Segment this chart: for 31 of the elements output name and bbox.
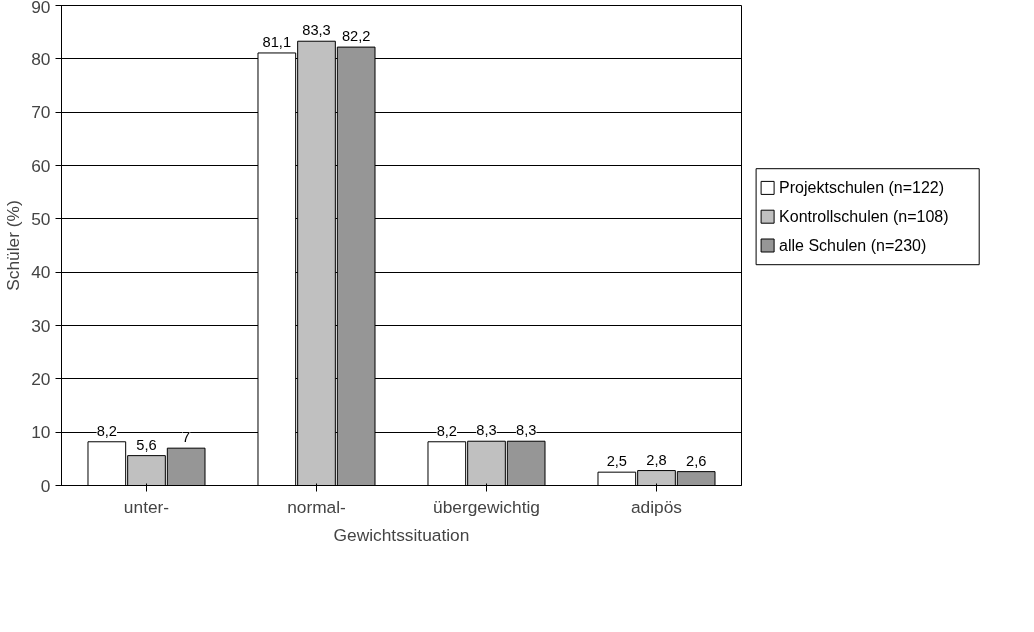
y-tick-label: 0 (40, 475, 51, 496)
data-label: 83,3 (302, 22, 331, 39)
data-label: 8,3 (515, 422, 537, 439)
y-tick-label: 30 (31, 315, 51, 336)
y-tick-label: 50 (31, 208, 51, 229)
data-label: 8,2 (96, 422, 118, 439)
data-label: 8,2 (436, 422, 458, 439)
y-tick-label: 90 (31, 0, 51, 17)
data-label: 2,6 (685, 452, 707, 469)
x-tick-label: unter- (123, 496, 170, 517)
x-tick-label: adipös (630, 496, 683, 517)
y-tick-label: 40 (31, 262, 51, 283)
y-tick-label: 10 (31, 422, 51, 443)
legend-label: alle Schulen (n=230) (779, 237, 927, 254)
y-tick-label: 80 (31, 48, 51, 69)
data-label: 7 (182, 429, 191, 446)
data-label: 2,8 (646, 451, 667, 468)
data-label: 82,2 (341, 28, 371, 45)
y-tick-label: 60 (31, 155, 51, 176)
x-tick-label: übergewichtig (433, 496, 540, 517)
x-tick-label: normal- (287, 496, 346, 517)
x-axis-title: Gewichtssituation (333, 524, 470, 545)
legend-label: Kontrollschulen (n=108) (779, 208, 949, 226)
data-label: 8,3 (476, 422, 497, 439)
y-tick-label: 70 (31, 102, 51, 123)
data-label: 2,5 (606, 453, 628, 470)
data-label: 5,6 (136, 436, 157, 453)
y-axis-title: Schüler (%) (3, 200, 24, 291)
y-tick-label: 20 (31, 368, 51, 389)
legend-label: Projektschulen (n=122) (779, 179, 945, 197)
data-label: 81,1 (262, 33, 292, 50)
